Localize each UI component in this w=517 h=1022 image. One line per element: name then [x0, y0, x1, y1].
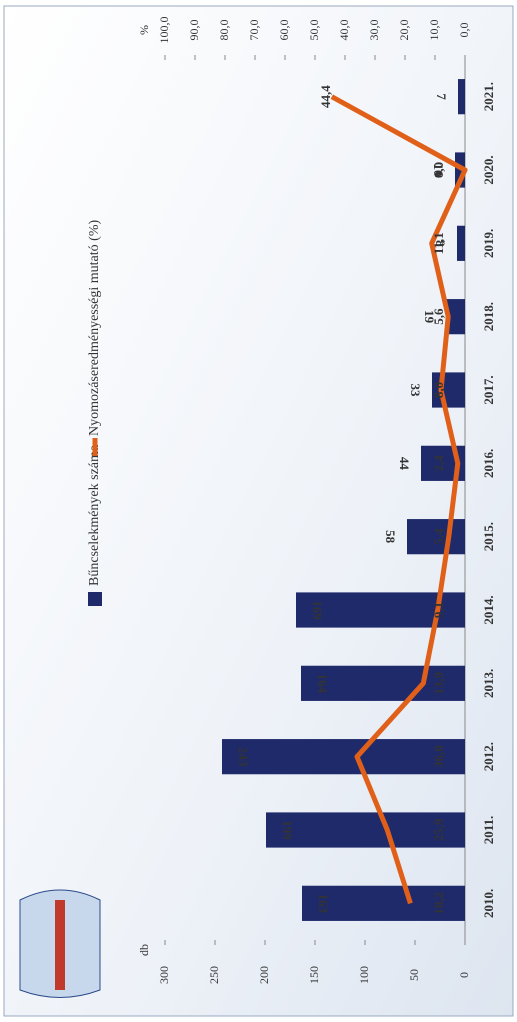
y-tick-label: 300 [157, 966, 171, 984]
legend-label: Nyomozáseredményességi mutató (%) [87, 220, 102, 436]
data-label: 0,0 [431, 162, 446, 178]
data-label: 13,9 [431, 671, 446, 694]
x-tick-label: 2020. [481, 155, 496, 184]
data-label: 7 [434, 93, 449, 100]
y-tick-label: 250 [207, 966, 221, 984]
y-tick-label: 150 [307, 966, 321, 984]
bar [457, 225, 465, 261]
data-label: 5,6 [431, 308, 446, 325]
data-label: 243 [236, 747, 251, 767]
y-tick-label: 0 [457, 972, 471, 978]
data-label: 25,9 [431, 818, 446, 841]
y2-tick-label: 90,0 [187, 20, 201, 41]
data-label: 36,0 [431, 745, 446, 768]
legend-label: Bűncselekmények száma [87, 444, 102, 586]
x-tick-label: 2011. [481, 816, 496, 845]
x-tick-label: 2015. [481, 522, 496, 551]
bar [302, 885, 465, 921]
x-tick-label: 2013. [481, 669, 496, 698]
data-label: 44 [397, 457, 412, 471]
data-label: 5,4 [431, 528, 446, 545]
y-tick-label: 100 [357, 966, 371, 984]
x-tick-label: 2014. [481, 595, 496, 624]
data-label: 18,2 [431, 892, 446, 915]
x-tick-label: 2017. [481, 375, 496, 404]
logo [19, 889, 101, 998]
chart-frame [3, 5, 514, 1017]
data-label: 11,1 [431, 232, 446, 254]
bar [266, 812, 465, 848]
data-label: 2,4 [431, 455, 446, 472]
x-tick-label: 2021. [481, 82, 496, 111]
y2-tick-label: 30,0 [367, 20, 381, 41]
y2-tick-label: 100,0 [157, 17, 171, 44]
data-label: 8,0 [431, 382, 446, 398]
x-tick-label: 2016. [481, 449, 496, 478]
data-label: 163 [316, 894, 331, 914]
y-tick-label: 50 [407, 969, 421, 981]
data-label: 8 [433, 240, 448, 247]
data-label: 44,4 [318, 85, 333, 108]
y2-tick-label: 0,0 [457, 23, 471, 38]
bar [446, 299, 465, 335]
data-label: 164 [315, 674, 330, 694]
y2-tick-label: 10,0 [427, 20, 441, 41]
y2-tick-label: 50,0 [307, 20, 321, 41]
y-axis-label: db [137, 944, 151, 956]
bar [222, 739, 465, 775]
y2-tick-label: 70,0 [247, 20, 261, 41]
data-label: 199 [280, 820, 295, 840]
x-tick-label: 2018. [481, 302, 496, 331]
bar [301, 665, 465, 701]
y2-tick-label: 80,0 [217, 20, 231, 41]
bar [407, 519, 465, 555]
data-label: 10 [431, 164, 446, 177]
y2-tick-label: 20,0 [397, 20, 411, 41]
x-tick-label: 2012. [481, 742, 496, 771]
x-tick-label: 2019. [481, 229, 496, 258]
data-label: 9,1 [431, 602, 446, 618]
y2-tick-label: 60,0 [277, 20, 291, 41]
legend-swatch [88, 592, 102, 606]
data-label: 58 [383, 530, 398, 544]
data-label: 19 [422, 310, 437, 324]
y-tick-label: 200 [257, 966, 271, 984]
x-tick-label: 2010. [481, 889, 496, 918]
data-label: 169 [310, 600, 325, 620]
y2-tick-label: 40,0 [337, 20, 351, 41]
bar [458, 79, 465, 115]
y2-axis-label: % [137, 25, 151, 35]
bar [432, 372, 465, 408]
data-label: 33 [408, 384, 423, 398]
line [330, 94, 468, 905]
